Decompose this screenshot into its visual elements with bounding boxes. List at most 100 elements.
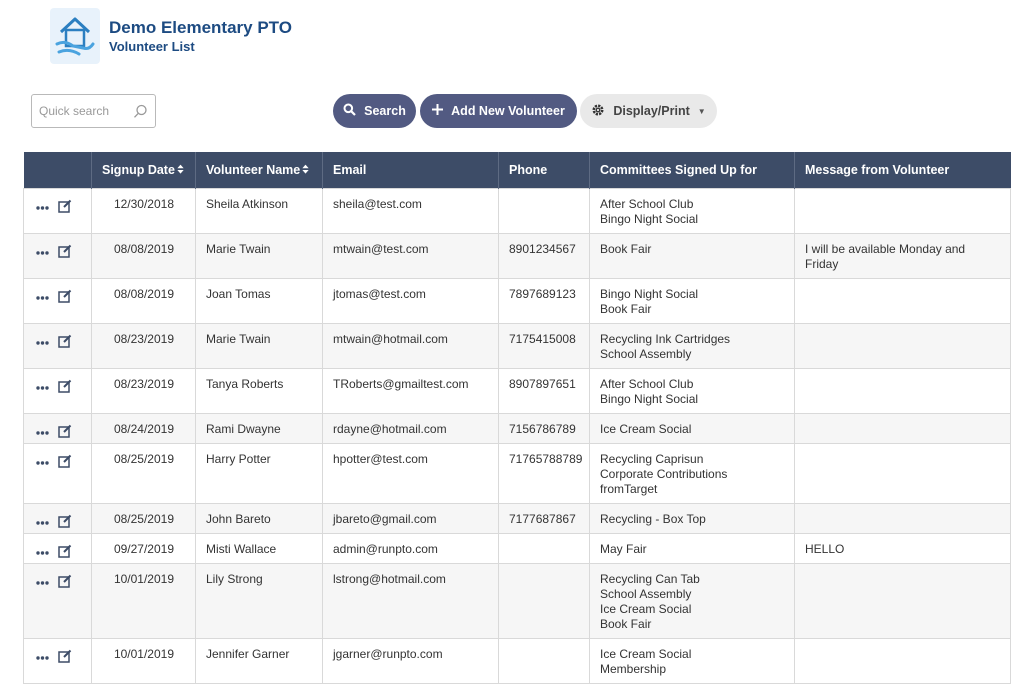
volunteer-name-cell: Tanya Roberts xyxy=(195,367,323,414)
email-cell: jgarner@runpto.com xyxy=(322,637,499,684)
signup-date-cell: 10/01/2019 xyxy=(91,637,196,684)
edit-icon[interactable] xyxy=(58,424,72,442)
row-actions xyxy=(23,442,92,504)
message-cell xyxy=(794,562,1011,639)
committee-item: Ice Cream Social xyxy=(600,421,692,436)
table-row[interactable]: 09/27/2019 Misti Wallace admin@runpto.com M… xyxy=(23,532,1011,564)
phone-cell: 7177687867 xyxy=(498,502,590,534)
phone-cell: 7175415008 xyxy=(498,322,590,369)
edit-icon[interactable] xyxy=(58,289,72,307)
committee-item: Recycling Caprisun xyxy=(600,451,704,466)
edit-icon[interactable] xyxy=(58,454,72,472)
row-actions xyxy=(23,322,92,369)
signup-date-cell: 09/27/2019 xyxy=(91,532,196,564)
display-print-button[interactable]: Display/Print ▼ xyxy=(580,94,717,128)
more-options-icon[interactable] xyxy=(36,425,49,440)
more-options-icon[interactable] xyxy=(36,335,49,350)
committee-item: Corporate Contributions fromTarget xyxy=(600,466,728,496)
message-cell xyxy=(794,187,1011,234)
signup-date-cell: 08/08/2019 xyxy=(91,232,196,279)
edit-icon[interactable] xyxy=(58,199,72,217)
row-actions xyxy=(23,562,92,639)
message-cell xyxy=(794,637,1011,684)
email-cell: lstrong@hotmail.com xyxy=(322,562,499,639)
table-row[interactable]: 08/25/2019 John Bareto jbareto@gmail.com 71… xyxy=(23,502,1011,534)
display-print-label: Display/Print xyxy=(613,104,690,118)
row-actions xyxy=(23,367,92,414)
committees-cell: Recycling Caprisun Corporate Contribution… xyxy=(589,442,795,504)
volunteer-name-cell: Jennifer Garner xyxy=(195,637,323,684)
column-header-label: Committees Signed Up for xyxy=(600,162,757,177)
committee-item: Membership xyxy=(600,661,667,676)
table-row[interactable]: 08/25/2019 Harry Potter hpotter@test.com 71… xyxy=(23,442,1011,504)
signup-date-cell: 08/23/2019 xyxy=(91,367,196,414)
committee-item: May Fair xyxy=(600,541,647,556)
committee-item: Book Fair xyxy=(600,301,652,316)
table-row[interactable]: 10/01/2019 Jennifer Garner jgarner@runpto.… xyxy=(23,637,1011,684)
add-volunteer-label: Add New Volunteer xyxy=(451,104,565,118)
edit-icon[interactable] xyxy=(58,574,72,592)
more-options-icon[interactable] xyxy=(36,515,49,530)
committee-item: Book Fair xyxy=(600,241,652,256)
edit-icon[interactable] xyxy=(58,514,72,532)
table-row[interactable]: 08/24/2019 Rami Dwayne rdayne@hotmail.com 7… xyxy=(23,412,1011,444)
email-cell: TRoberts@gmailtest.com xyxy=(322,367,499,414)
volunteer-name-cell: Marie Twain xyxy=(195,322,323,369)
email-cell: rdayne@hotmail.com xyxy=(322,412,499,444)
add-volunteer-button[interactable]: Add New Volunteer xyxy=(420,94,577,128)
more-options-icon[interactable] xyxy=(36,545,49,560)
edit-icon[interactable] xyxy=(58,544,72,562)
column-header-label: Volunteer Name xyxy=(206,162,301,177)
column-header: Phone xyxy=(498,152,590,188)
signup-date-cell: 08/25/2019 xyxy=(91,502,196,534)
committee-item: After School Club xyxy=(600,196,694,211)
more-options-icon[interactable] xyxy=(36,245,49,260)
more-options-icon[interactable] xyxy=(36,200,49,215)
table-row[interactable]: 08/08/2019 Marie Twain mtwain@test.com 8901… xyxy=(23,232,1011,279)
search-button[interactable]: Search xyxy=(333,94,416,128)
signup-date-cell: 12/30/2018 xyxy=(91,187,196,234)
quick-search-input[interactable] xyxy=(39,102,129,120)
more-options-icon[interactable] xyxy=(36,455,49,470)
table-row[interactable]: 12/30/2018 Sheila Atkinson sheila@test.com… xyxy=(23,187,1011,234)
column-header-label: Email xyxy=(333,162,367,177)
message-cell xyxy=(794,412,1011,444)
sort-icon[interactable] xyxy=(177,164,184,175)
row-actions xyxy=(23,532,92,564)
table-header-row: Signup Date Volunteer Name Email Phone Commi… xyxy=(23,152,1011,188)
chevron-down-icon: ▼ xyxy=(697,106,706,116)
message-cell: HELLO xyxy=(794,532,1011,564)
table-row[interactable]: 08/08/2019 Joan Tomas jtomas@test.com 78976… xyxy=(23,277,1011,324)
phone-cell xyxy=(498,562,590,639)
quick-search-box xyxy=(31,94,156,128)
sort-icon[interactable] xyxy=(302,164,309,175)
volunteer-name-cell: John Bareto xyxy=(195,502,323,534)
more-options-icon[interactable] xyxy=(36,650,49,665)
volunteer-name-cell: Marie Twain xyxy=(195,232,323,279)
committee-item: School Assembly xyxy=(600,586,692,601)
volunteer-name-cell: Misti Wallace xyxy=(195,532,323,564)
committees-cell: After School Club Bingo Night Social xyxy=(589,187,795,234)
table-row[interactable]: 08/23/2019 Tanya Roberts TRoberts@gmailtes… xyxy=(23,367,1011,414)
committee-item: Book Fair xyxy=(600,616,652,631)
more-options-icon[interactable] xyxy=(36,290,49,305)
committees-cell: After School Club Bingo Night Social xyxy=(589,367,795,414)
table-row[interactable]: 10/01/2019 Lily Strong lstrong@hotmail.com… xyxy=(23,562,1011,639)
more-options-icon[interactable] xyxy=(36,575,49,590)
committees-cell: May Fair xyxy=(589,532,795,564)
search-icon xyxy=(343,103,356,119)
message-cell xyxy=(794,442,1011,504)
email-cell: hpotter@test.com xyxy=(322,442,499,504)
table-row[interactable]: 08/23/2019 Marie Twain mtwain@hotmail.com 7… xyxy=(23,322,1011,369)
signup-date-cell: 08/23/2019 xyxy=(91,322,196,369)
search-icon[interactable] xyxy=(133,104,148,124)
message-cell xyxy=(794,367,1011,414)
edit-icon[interactable] xyxy=(58,649,72,667)
more-options-icon[interactable] xyxy=(36,380,49,395)
column-header[interactable]: Volunteer Name xyxy=(195,152,323,188)
edit-icon[interactable] xyxy=(58,334,72,352)
edit-icon[interactable] xyxy=(58,379,72,397)
search-button-label: Search xyxy=(364,104,406,118)
edit-icon[interactable] xyxy=(58,244,72,262)
column-header[interactable]: Signup Date xyxy=(91,152,196,188)
